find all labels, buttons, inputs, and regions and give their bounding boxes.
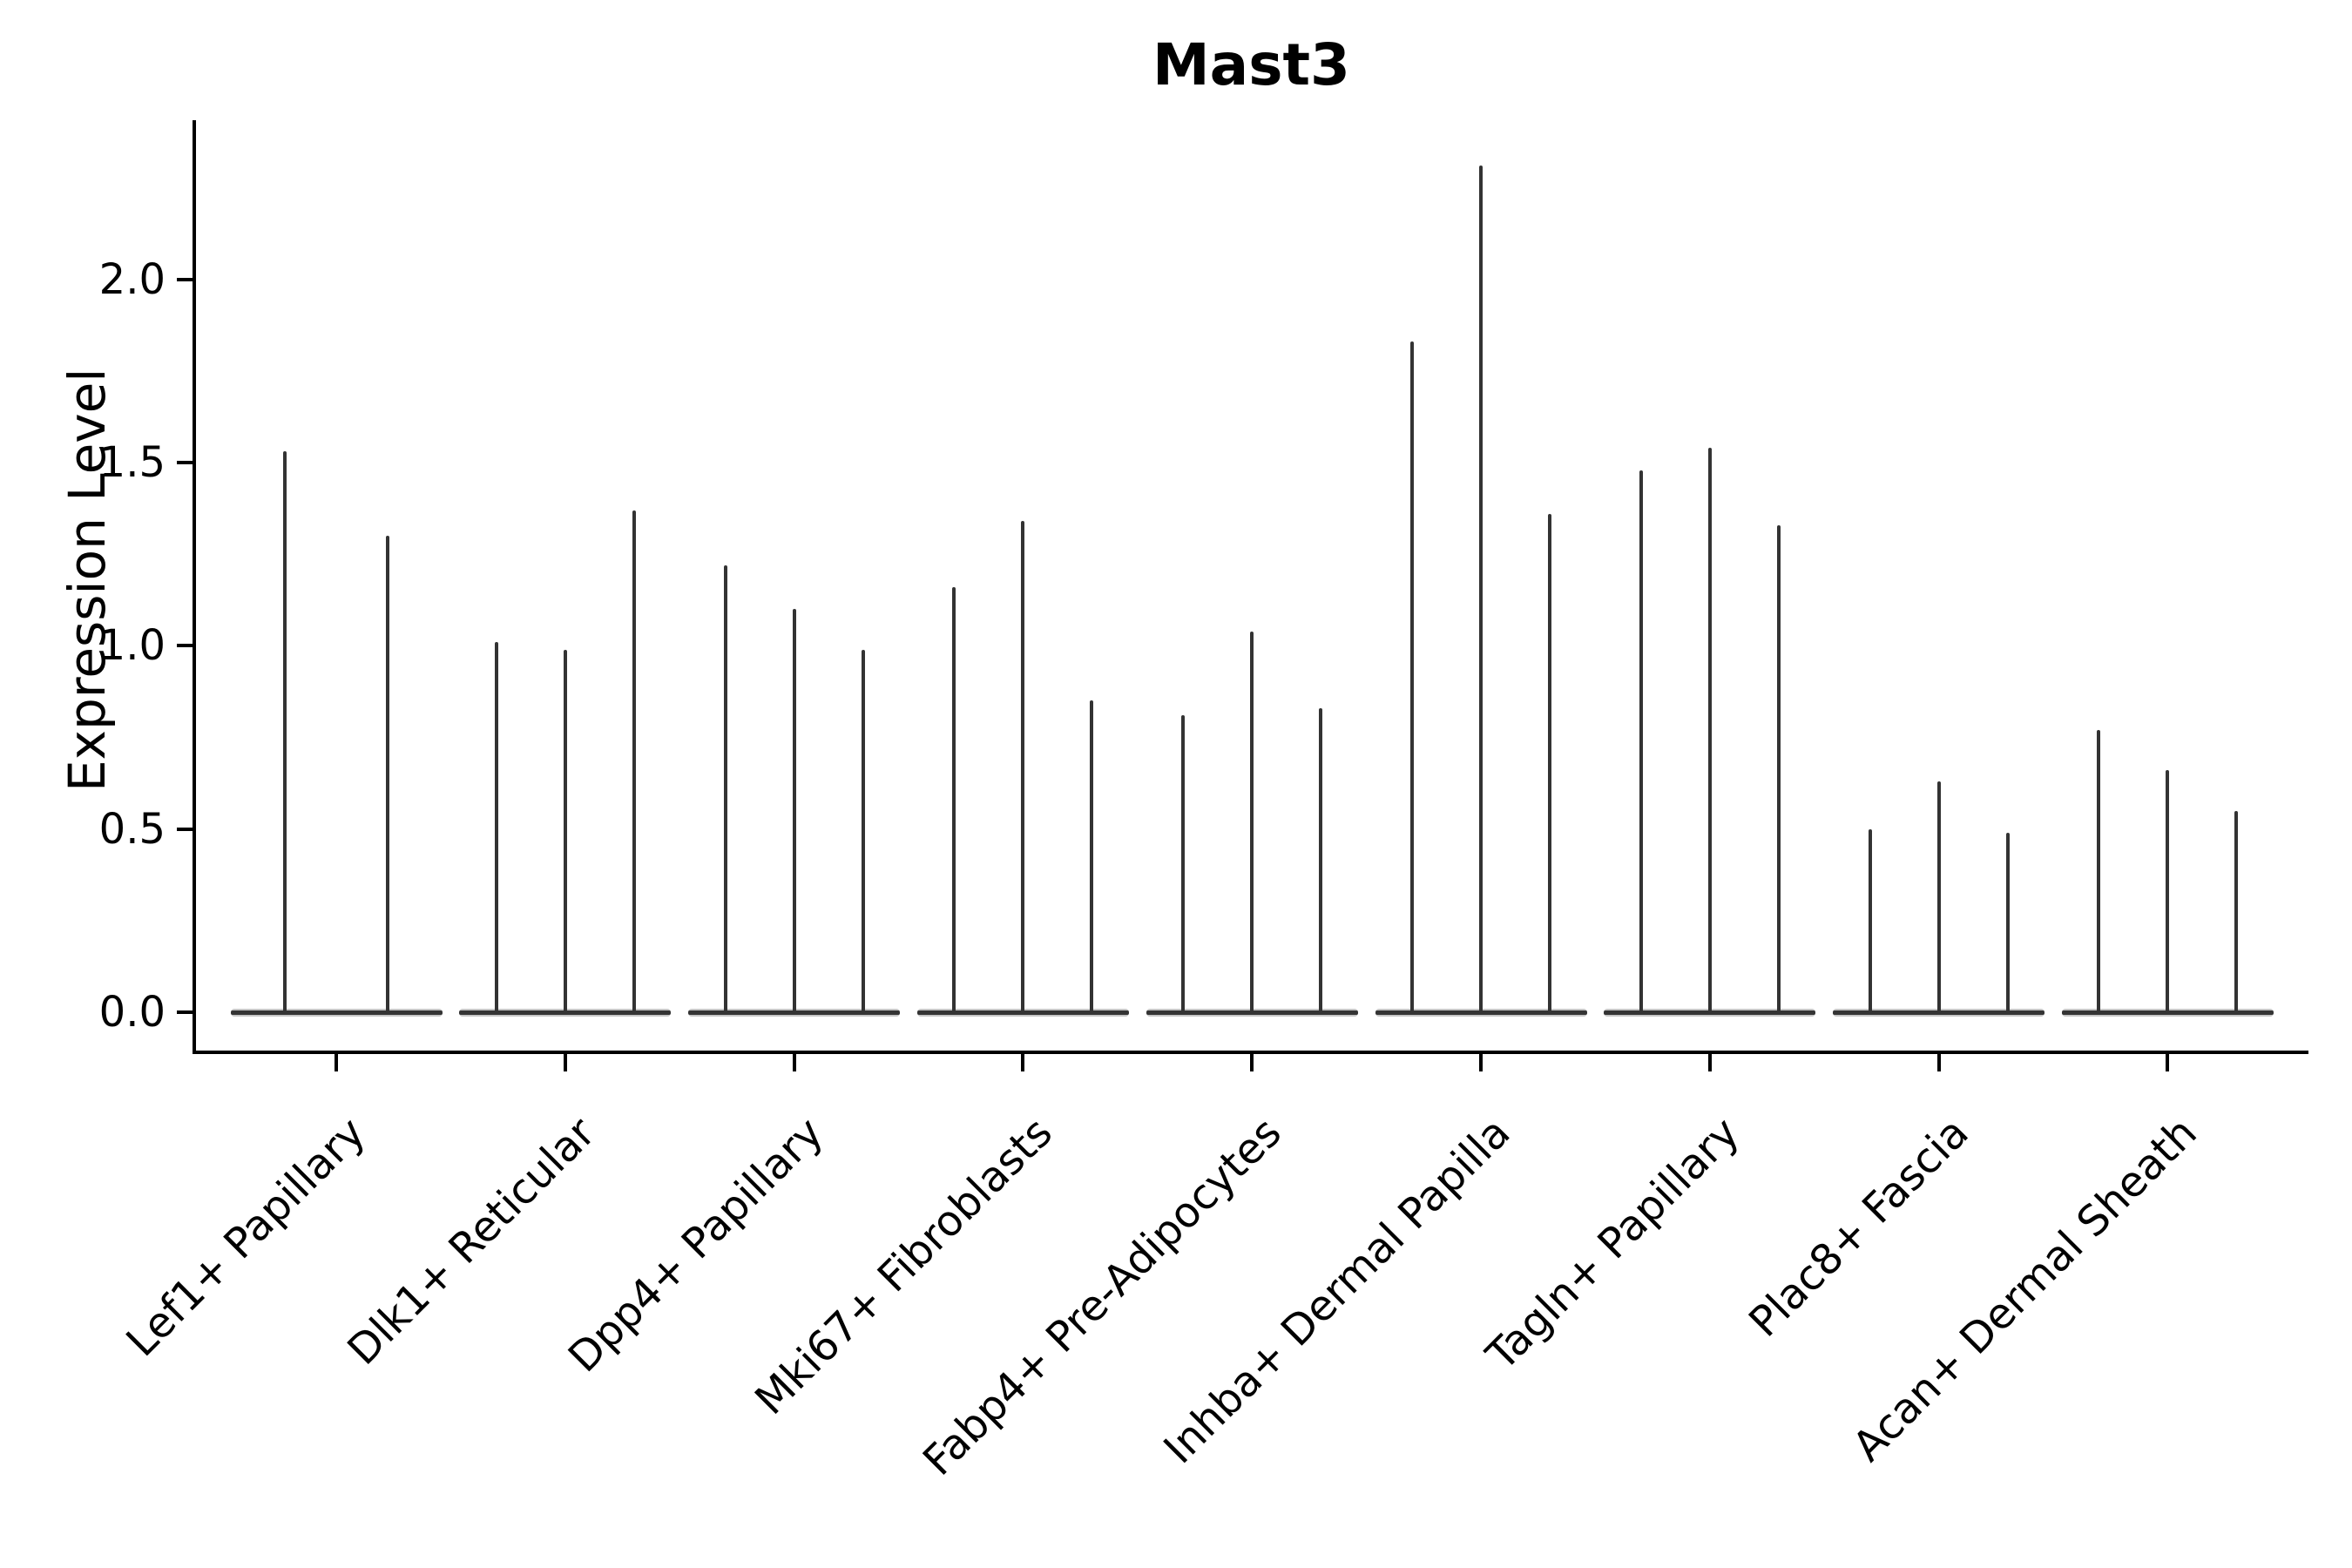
y-tick: [177, 827, 193, 831]
x-tick: [1707, 1054, 1712, 1071]
violin-spike: [1250, 631, 1254, 1012]
violin-spike: [952, 587, 956, 1012]
x-tick: [2166, 1054, 2170, 1071]
violin-spike: [723, 564, 727, 1012]
violin-spike: [563, 649, 567, 1012]
violin-spike: [1868, 828, 1872, 1012]
violin-spike: [861, 649, 865, 1012]
violin-base: [688, 1010, 901, 1015]
violin-spike: [1707, 448, 1712, 1012]
x-tick-label: Lef1+ Papillary: [117, 1108, 375, 1367]
violin-base: [1375, 1010, 1587, 1015]
violin-spike: [1639, 470, 1643, 1012]
x-tick: [1250, 1054, 1254, 1071]
violin-spike: [282, 451, 287, 1012]
violin-spike: [1181, 715, 1186, 1012]
x-tick: [1936, 1054, 1941, 1071]
violin-spike: [1936, 781, 1941, 1012]
violin-base: [2061, 1010, 2274, 1015]
x-tick-label: Plac8+ Fascia: [1739, 1108, 1978, 1347]
y-tick-label: 2.0: [98, 254, 166, 304]
x-tick: [563, 1054, 567, 1071]
violin-spike: [1776, 524, 1781, 1012]
violin-base: [1833, 1010, 2045, 1015]
x-tick: [1021, 1054, 1025, 1071]
violin-spike: [792, 609, 796, 1012]
y-tick: [177, 277, 193, 281]
violin-spike: [1090, 700, 1094, 1012]
x-tick-label: Dlk1+ Reticular: [337, 1108, 605, 1375]
violin-base: [230, 1010, 443, 1015]
y-tick-label: 1.0: [98, 621, 166, 671]
x-axis-spine: [193, 1051, 2308, 1054]
y-tick-label: 0.0: [98, 988, 166, 1037]
violin-spike: [2005, 832, 2010, 1012]
violin-spike: [494, 642, 498, 1012]
violin-spike: [1548, 513, 1551, 1012]
x-tick-label: Tagln+ Papillary: [1477, 1108, 1749, 1380]
y-tick: [177, 461, 193, 465]
y-tick: [177, 1010, 193, 1014]
violin-base: [1146, 1010, 1358, 1015]
x-tick-label: Dpp4+ Papillary: [559, 1108, 834, 1382]
x-tick: [1479, 1054, 1483, 1071]
violin-spike: [2234, 810, 2239, 1012]
violin-base: [1604, 1010, 1816, 1015]
violin-spike: [632, 510, 636, 1012]
violin-spike: [1021, 521, 1025, 1012]
x-tick: [792, 1054, 796, 1071]
violin-spike: [1479, 166, 1483, 1012]
violin-base: [916, 1010, 1129, 1015]
y-tick-label: 1.5: [98, 438, 166, 488]
violin-spike: [2166, 770, 2170, 1012]
y-axis-spine: [193, 120, 196, 1054]
violin-base: [459, 1010, 672, 1015]
x-tick: [335, 1054, 338, 1071]
y-tick-label: 0.5: [98, 804, 166, 854]
violin-spike: [386, 536, 390, 1012]
violin-spike: [1410, 341, 1414, 1012]
chart-title: Mast3: [1152, 31, 1350, 98]
y-tick: [177, 644, 193, 648]
violin-spike: [2097, 730, 2101, 1012]
violin-spike: [1319, 707, 1323, 1012]
